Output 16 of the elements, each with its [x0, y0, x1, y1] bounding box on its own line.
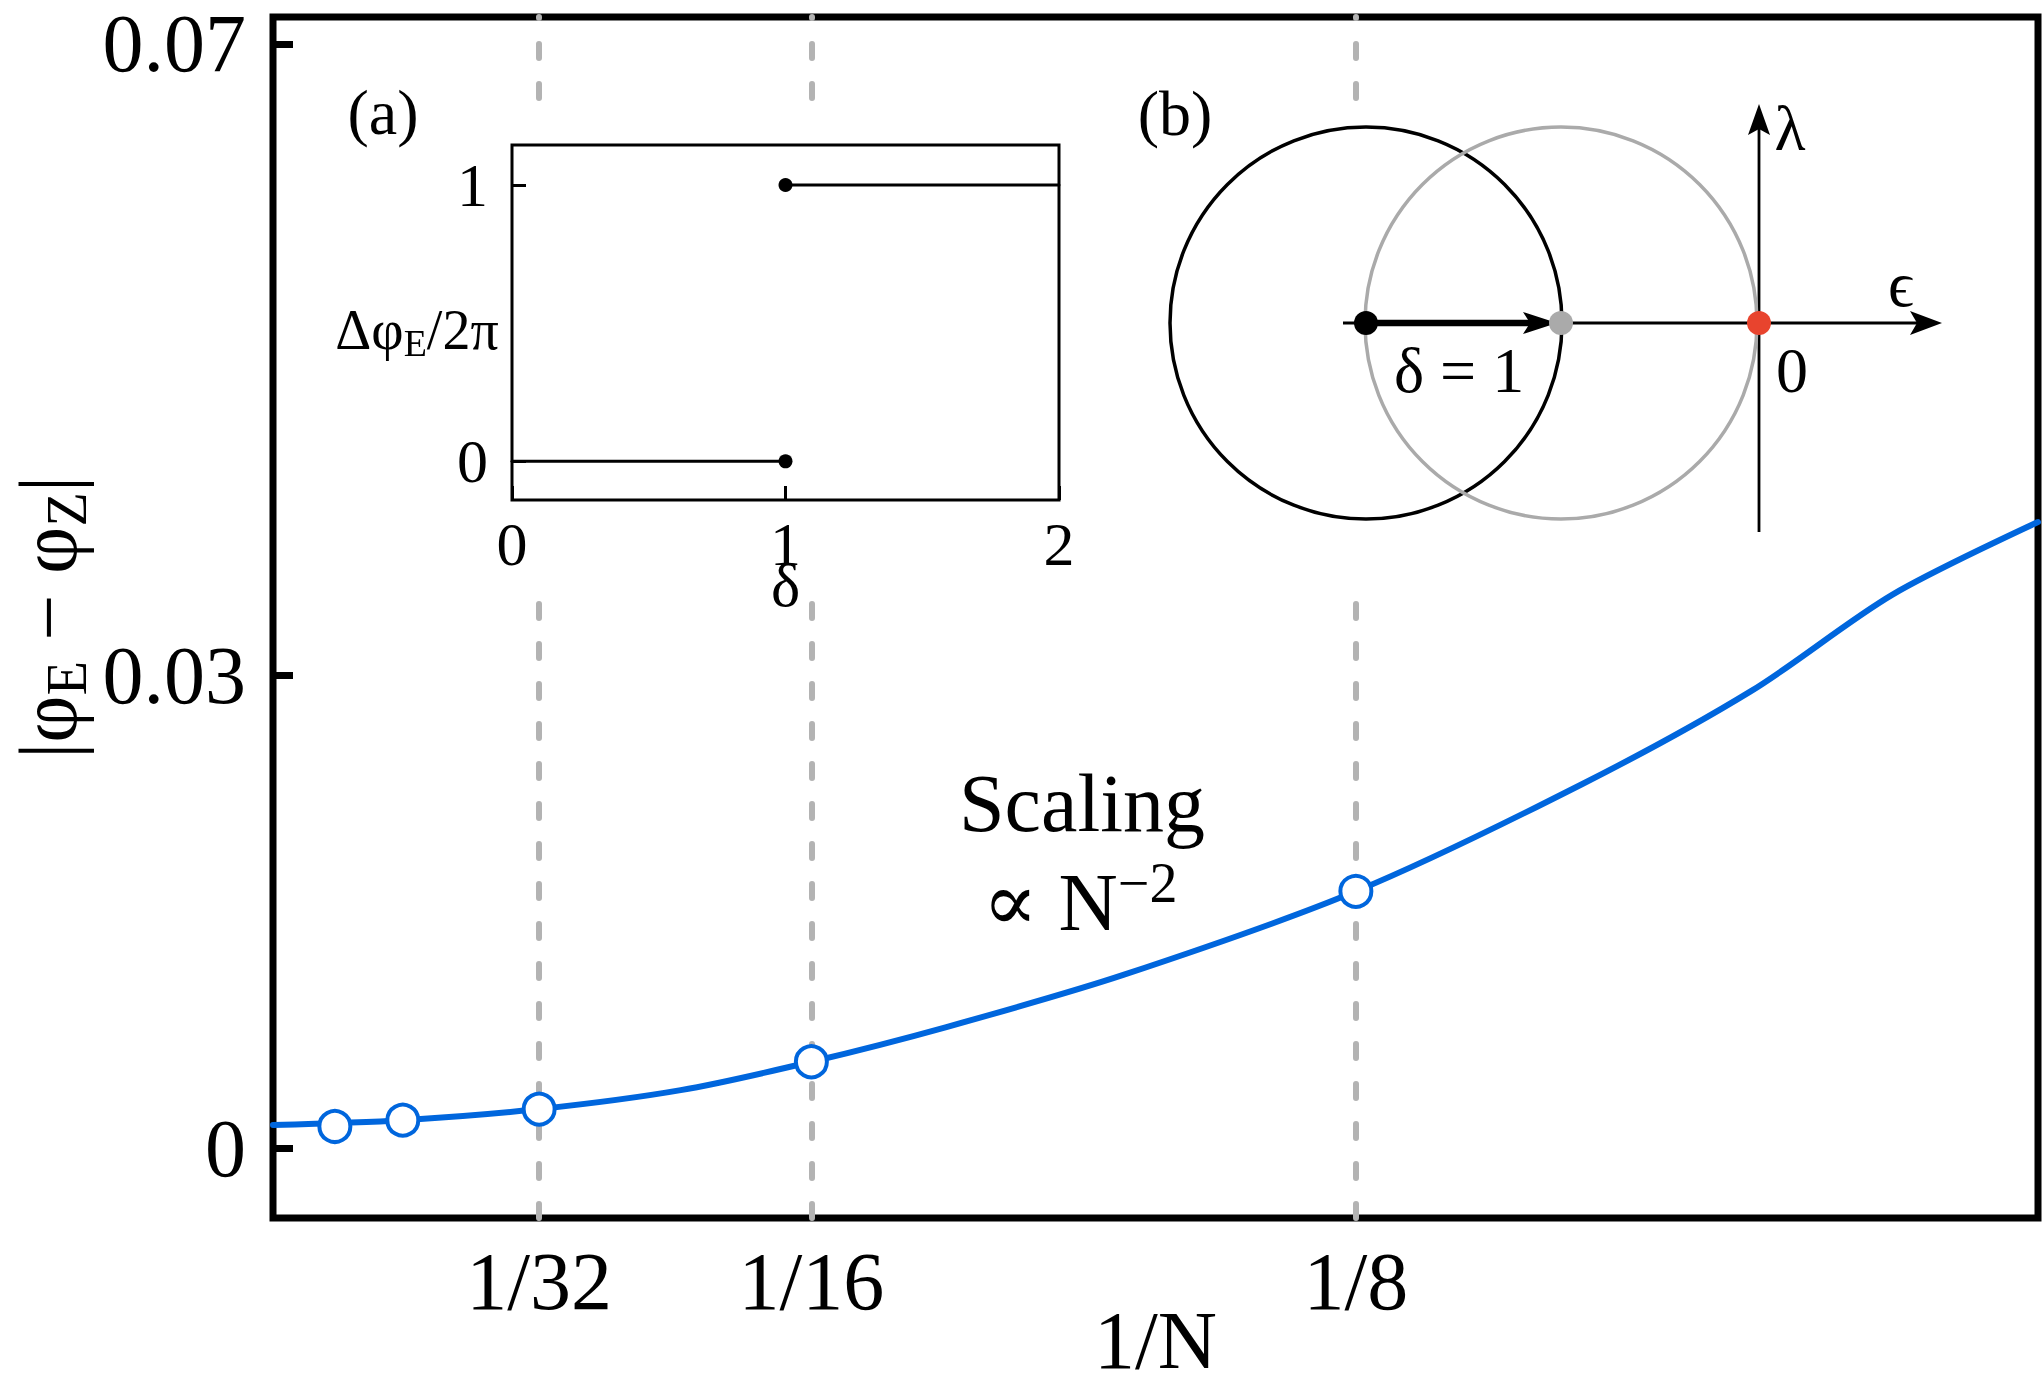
annotation: 0 [1776, 334, 1808, 406]
y-tick-label: 0.03 [102, 629, 246, 721]
x-tick-label: 2 [1043, 509, 1075, 578]
annotation: ϵ [1888, 248, 1914, 320]
y-tick-label: 0.07 [102, 0, 246, 90]
text: (b) [1137, 77, 1213, 149]
annotation: Scaling [959, 757, 1205, 849]
y-axis-title: |φE − φZ| [2, 475, 98, 760]
annotation: δ = 1 [1393, 334, 1525, 406]
annotation: λ [1774, 92, 1806, 164]
x-tick-label: 1/32 [466, 1235, 613, 1327]
x-tick-label: 1/16 [738, 1235, 885, 1327]
annotation: (a) [347, 76, 419, 148]
x-axis-title: 1/N [1094, 1294, 1217, 1386]
x-tick-label: 1/8 [1303, 1235, 1409, 1327]
y-tick-label: 0 [205, 1103, 246, 1195]
